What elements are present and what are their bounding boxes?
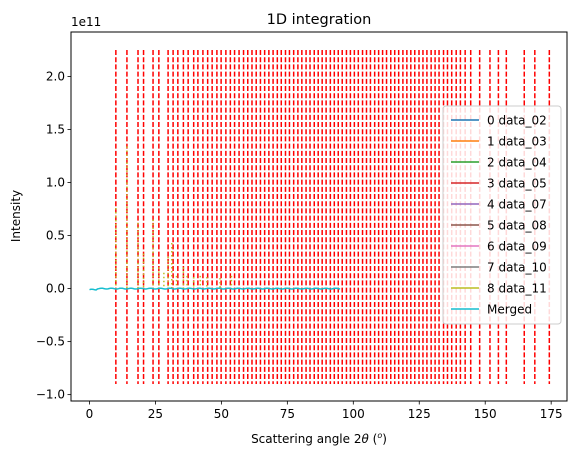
x-tick-label: 0 [86,407,94,421]
x-axis-label-symbol: θ [361,432,369,446]
plot-frame [70,31,568,402]
secondary-markers-layer [115,146,233,289]
x-tick-label: 50 [214,407,229,421]
legend-label: Merged [487,303,532,317]
y-tick-label: −0.5 [36,335,65,349]
legend-label: 6 data_09 [487,240,547,254]
x-tick-label: 75 [280,407,295,421]
legend: 0 data_02 1 data_03 2 data_04 3 data_05 4 da… [442,105,562,325]
y-tick-label: 2.0 [46,70,65,84]
y-tick-label: 0.0 [46,282,65,296]
peak-markers-layer [115,50,551,385]
y-axis: −1.0 −0.5 0.0 0.5 1.0 1.5 2.0 [36,70,71,402]
x-tick-label: 150 [474,407,497,421]
x-axis-label-unit-close: ) [382,432,387,446]
legend-label: 3 data_05 [487,177,547,191]
y-tick-label: −1.0 [36,388,65,402]
legend-label: 0 data_02 [487,114,547,128]
x-tick-label: 25 [148,407,163,421]
y-tick-label: 1.5 [46,123,65,137]
legend-label: 8 data_11 [487,282,547,296]
legend-label: 1 data_03 [487,135,547,149]
x-tick-label: 125 [408,407,431,421]
x-tick-label: 175 [540,407,563,421]
integrated-curve [89,287,341,291]
legend-label: 4 data_07 [487,198,547,212]
legend-label: 7 data_10 [487,261,547,275]
x-axis: 0 25 50 75 100 125 150 175 [86,401,563,421]
curves-layer [89,287,341,291]
x-tick-label: 100 [342,407,365,421]
x-axis-label: Scattering angle 2θ (o) [251,431,387,446]
legend-label: 2 data_04 [487,156,547,170]
legend-label: 5 data_08 [487,219,547,233]
y-axis-label: Intensity [9,190,23,242]
y-tick-label: 0.5 [46,229,65,243]
x-axis-label-unit-open: ( [369,432,378,446]
y-tick-label: 1.0 [46,176,65,190]
y-multiplier-label: 1e11 [71,15,101,29]
x-axis-label-text: Scattering angle 2 [251,432,361,446]
x-axis-label-unit: o [377,431,382,440]
chart-title: 1D integration [267,12,372,28]
legend-box [442,105,562,325]
